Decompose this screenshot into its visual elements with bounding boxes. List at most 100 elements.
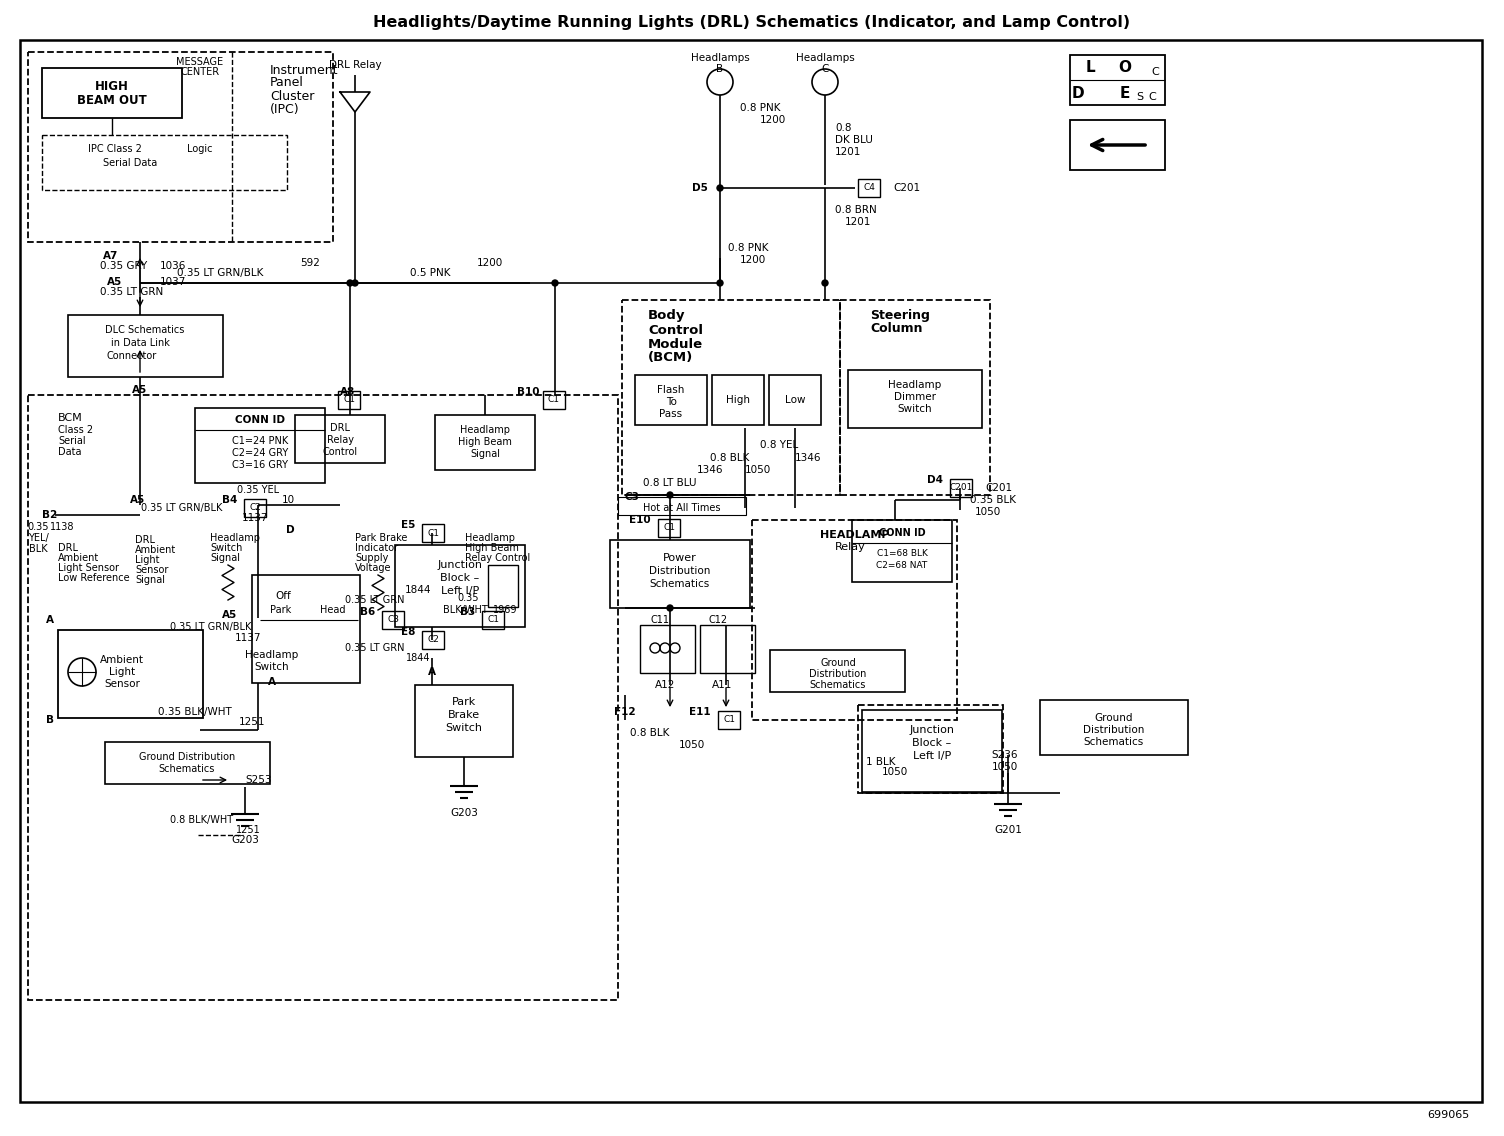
Text: (BCM): (BCM) [648, 351, 693, 365]
Text: 0.35: 0.35 [457, 593, 478, 603]
Text: C: C [1151, 67, 1160, 77]
Text: C1=68 BLK: C1=68 BLK [877, 550, 928, 559]
Text: Power: Power [663, 553, 696, 563]
Text: A: A [429, 667, 436, 677]
Bar [481, 611, 504, 629]
Text: 0.35 LT GRN: 0.35 LT GRN [346, 595, 405, 605]
Text: B3: B3 [460, 607, 475, 617]
Text: C11: C11 [651, 615, 669, 625]
Text: Module: Module [648, 337, 704, 351]
Bar [711, 375, 764, 425]
Text: Cluster: Cluster [271, 90, 314, 102]
Text: Headlamp: Headlamp [465, 533, 514, 543]
Text: Dimmer: Dimmer [893, 392, 935, 402]
Text: Hot at All Times: Hot at All Times [644, 503, 720, 513]
Bar [769, 375, 821, 425]
Text: G203: G203 [232, 835, 259, 845]
Text: 1037: 1037 [159, 277, 186, 287]
Bar [851, 520, 952, 582]
Text: C: C [1148, 92, 1157, 102]
Bar [29, 52, 332, 242]
Text: E: E [1120, 85, 1130, 100]
Bar [196, 408, 325, 483]
Bar [543, 391, 566, 409]
Text: DRL Relay: DRL Relay [329, 60, 382, 70]
Text: 0.8 PNK: 0.8 PNK [740, 103, 781, 112]
Text: 1201: 1201 [845, 217, 871, 227]
Text: Switch: Switch [445, 722, 483, 733]
Text: Sensor: Sensor [104, 679, 140, 690]
Circle shape [347, 279, 353, 286]
Text: Ground: Ground [820, 658, 856, 668]
Bar [641, 625, 695, 673]
Text: Light: Light [108, 667, 135, 677]
Text: Flash: Flash [657, 385, 684, 395]
Text: Switch: Switch [898, 404, 932, 414]
Text: BEAM OUT: BEAM OUT [77, 93, 147, 107]
Text: 0.35 LT GRN/BLK: 0.35 LT GRN/BLK [177, 268, 263, 278]
Text: CONN ID: CONN ID [878, 528, 925, 538]
Text: High Beam: High Beam [465, 543, 519, 553]
Text: Low Reference: Low Reference [59, 573, 129, 583]
Text: Connector: Connector [107, 351, 156, 361]
Text: Park Brake: Park Brake [355, 533, 408, 543]
Bar [435, 415, 535, 470]
Text: 0.8: 0.8 [835, 123, 851, 133]
Bar [68, 315, 223, 377]
Text: Schematics: Schematics [159, 765, 215, 774]
Text: Instrument: Instrument [271, 64, 338, 76]
Text: C201: C201 [893, 183, 920, 193]
Text: O: O [1119, 60, 1131, 75]
Text: C1=24 PNK: C1=24 PNK [232, 436, 289, 446]
Text: Park: Park [271, 605, 292, 615]
Text: E5: E5 [400, 520, 415, 531]
Text: BCM: BCM [59, 414, 83, 423]
Text: B10: B10 [517, 387, 540, 396]
Text: Headlamps: Headlamps [690, 53, 749, 62]
Text: IPC Class 2: IPC Class 2 [89, 144, 141, 154]
Text: YEL/: YEL/ [27, 533, 48, 543]
Text: (IPC): (IPC) [271, 102, 299, 116]
Text: E10: E10 [629, 515, 651, 525]
Bar [659, 519, 680, 537]
Text: F12: F12 [614, 707, 636, 717]
Text: B: B [716, 64, 723, 74]
Text: Distribution: Distribution [1083, 725, 1145, 735]
Text: 1251: 1251 [239, 717, 265, 727]
Text: Steering: Steering [869, 309, 929, 321]
Text: High Beam: High Beam [459, 437, 511, 446]
Bar [42, 68, 182, 118]
Text: Schematics: Schematics [1084, 737, 1145, 747]
Text: Serial: Serial [59, 436, 86, 446]
Text: CONN ID: CONN ID [235, 415, 284, 425]
Text: B6: B6 [361, 607, 376, 617]
Text: C1: C1 [427, 528, 439, 537]
Text: Supply: Supply [355, 553, 388, 563]
Text: Relay Control: Relay Control [465, 553, 531, 563]
Text: S253: S253 [245, 775, 272, 785]
Text: Block –: Block – [441, 573, 480, 583]
Text: Relay: Relay [835, 542, 866, 552]
Text: E8: E8 [400, 627, 415, 637]
Text: 0.35: 0.35 [27, 523, 48, 532]
Text: 1137: 1137 [235, 633, 262, 643]
Text: Off: Off [275, 591, 290, 601]
Text: 1200: 1200 [477, 258, 504, 268]
Text: S: S [1137, 92, 1143, 102]
Text: 1346: 1346 [796, 453, 821, 463]
Text: C201: C201 [949, 484, 973, 493]
Text: Voltage: Voltage [355, 563, 391, 573]
Text: 1050: 1050 [975, 507, 1002, 517]
Text: Distribution: Distribution [650, 566, 711, 576]
Text: Indicator: Indicator [355, 543, 399, 553]
Text: DK BLU: DK BLU [835, 135, 872, 145]
Text: Distribution: Distribution [809, 669, 866, 679]
Bar [105, 742, 271, 784]
Text: Logic: Logic [188, 144, 212, 154]
Bar [253, 575, 359, 683]
Text: G203: G203 [450, 808, 478, 818]
Circle shape [352, 279, 358, 286]
Text: D4: D4 [926, 475, 943, 485]
Text: S236: S236 [991, 750, 1018, 760]
Text: 699065: 699065 [1427, 1110, 1469, 1120]
